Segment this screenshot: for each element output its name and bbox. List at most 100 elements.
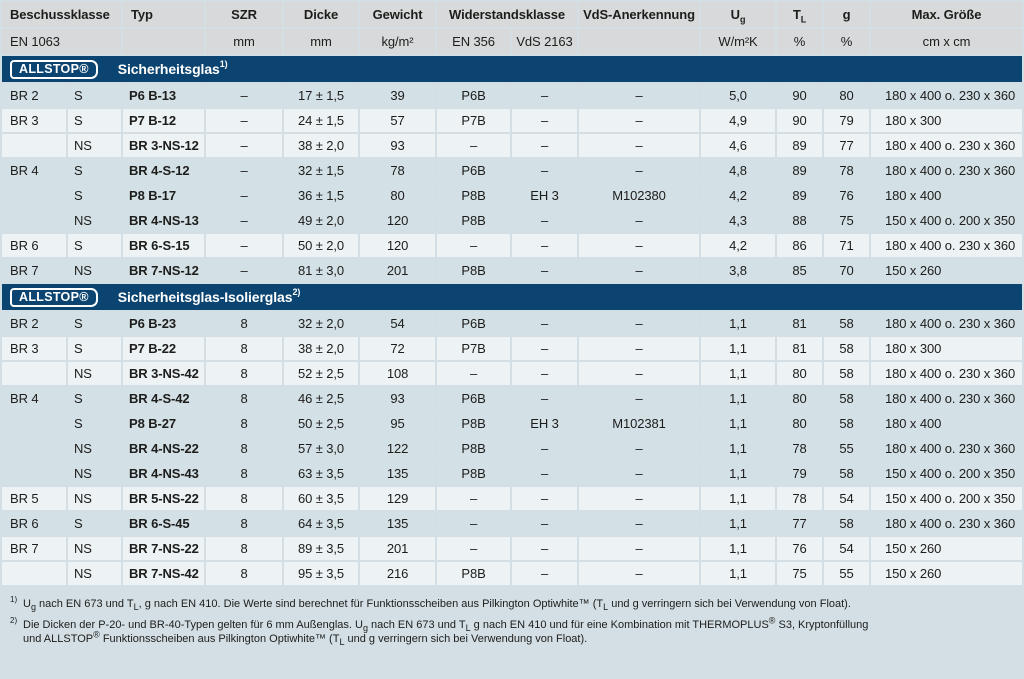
table-cell: –: [437, 362, 511, 385]
table-cell: P6B: [437, 312, 511, 335]
table-cell: –: [512, 234, 578, 257]
table-row: BR 2 S P6 B-13–17 ± 1,5 39 P6B – –5,0 90 80 180 x…: [2, 84, 1023, 107]
table-cell: –: [579, 512, 700, 535]
table-cell: S: [68, 512, 122, 535]
unit-gewicht: kg/m²: [360, 29, 436, 54]
table-cell: –: [579, 134, 700, 157]
table-row: BR 6 S BR 6-S-45 8 64 ± 3,5 135– – –1,1 77 58 180 …: [2, 512, 1023, 535]
table-cell: 93: [360, 134, 436, 157]
table-cell: 77: [824, 134, 870, 157]
table-cell: 50 ± 2,0: [284, 234, 359, 257]
col-header-g: g: [824, 2, 870, 27]
allstop-logo-badge: ALLSTOP®: [10, 59, 98, 79]
table-cell: P7 B-22: [123, 337, 205, 360]
table-cell: 80: [360, 184, 436, 207]
table-cell: –: [512, 159, 578, 182]
col-header-ug: Ug: [701, 2, 776, 27]
table-cell: 5,0: [701, 84, 776, 107]
table-cell: 78: [777, 487, 823, 510]
table-cell: P8 B-27: [123, 412, 205, 435]
table-cell: BR 4-S-42: [123, 387, 205, 410]
table-cell: 201: [360, 537, 436, 560]
table-cell: –: [512, 259, 578, 282]
table-cell: 150 x 400 o. 200 x 350: [871, 462, 1023, 485]
table-cell: S: [68, 84, 122, 107]
table-cell: –: [206, 84, 283, 107]
table-cell: 216: [360, 562, 436, 585]
ug-symbol: U: [730, 7, 740, 22]
table-cell: 180 x 400 o. 230 x 360: [871, 84, 1023, 107]
table-cell: –: [437, 512, 511, 535]
table-cell: –: [512, 537, 578, 560]
unit-szr: mm: [206, 29, 283, 54]
col-header-beschussklasse: Beschussklasse: [2, 2, 122, 27]
ug-subscript: g: [739, 14, 746, 25]
table-cell: BR 4: [2, 387, 66, 410]
table-cell: –: [512, 362, 578, 385]
table-cell: 120: [360, 209, 436, 232]
table-cell: 90: [777, 109, 823, 132]
table-cell: P8 B-17: [123, 184, 205, 207]
table-cell: 4,8: [701, 159, 776, 182]
table-cell: –: [512, 387, 578, 410]
table-cell: P8B: [437, 209, 511, 232]
footnote: 2) Die Dicken der P-20- und BR-40-Typen g…: [10, 615, 869, 648]
table-cell: BR 3-NS-12: [123, 134, 205, 157]
table-cell: 180 x 400 o. 230 x 360: [871, 512, 1023, 535]
table-cell: 52 ± 2,5: [284, 362, 359, 385]
table-cell: 8: [206, 362, 283, 385]
table-cell: 4,6: [701, 134, 776, 157]
table-cell: 4,2: [701, 184, 776, 207]
table-cell: –: [512, 109, 578, 132]
table-cell: 58: [824, 362, 870, 385]
table-cell: 75: [777, 562, 823, 585]
table-cell: S: [68, 412, 122, 435]
table-cell: 180 x 400 o. 230 x 360: [871, 234, 1023, 257]
table-cell: BR 7: [2, 259, 66, 282]
table-cell: –: [579, 259, 700, 282]
tl-subscript: L: [800, 14, 807, 25]
table-row: BR 7 NS BR 7-NS-22 8 89 ± 3,5 201– – –1,1 76 54 15…: [2, 537, 1023, 560]
table-cell: 58: [824, 412, 870, 435]
table-cell: 89: [777, 134, 823, 157]
table-cell: [2, 437, 66, 460]
table-cell: NS: [68, 462, 122, 485]
table-cell: [2, 462, 66, 485]
table-cell: P6 B-13: [123, 84, 205, 107]
table-cell: 79: [777, 462, 823, 485]
table-cell: 129: [360, 487, 436, 510]
table-cell: S: [68, 337, 122, 360]
table-cell: 80: [777, 387, 823, 410]
table-row: BR 3 S P7 B-22 8 38 ± 2,0 72 P7B – –1,1 81 58 180 x…: [2, 337, 1023, 360]
table-cell: 32 ± 2,0: [284, 312, 359, 335]
table-cell: EH 3: [512, 412, 578, 435]
table-cell: NS: [68, 562, 122, 585]
table-cell: NS: [68, 437, 122, 460]
table-cell: P7 B-12: [123, 109, 205, 132]
table-cell: 122: [360, 437, 436, 460]
table-cell: –: [512, 209, 578, 232]
table-cell: 180 x 400 o. 230 x 360: [871, 312, 1023, 335]
table-cell: 55: [824, 562, 870, 585]
table-cell: 78: [360, 159, 436, 182]
table-cell: 32 ± 1,5: [284, 159, 359, 182]
table-cell: EH 3: [512, 184, 578, 207]
table-cell: [2, 412, 66, 435]
table-row: NS BR 4-NS-43 8 63 ± 3,5 135 P8B – –1,1 79 58 150 …: [2, 462, 1023, 485]
table-cell: –: [579, 337, 700, 360]
table-cell: 180 x 400 o. 230 x 360: [871, 387, 1023, 410]
table-row: BR 2 S P6 B-23 8 32 ± 2,0 54 P6B – –1,1 81 58 180 x…: [2, 312, 1023, 335]
table-cell: BR 5-NS-22: [123, 487, 205, 510]
table-cell: 89 ± 3,5: [284, 537, 359, 560]
table-cell: 1,1: [701, 562, 776, 585]
section-bar: ALLSTOP® Sicherheitsglas-Isolierglas2): [2, 284, 1023, 310]
table-cell: BR 6: [2, 234, 66, 257]
table-cell: –: [579, 84, 700, 107]
table-cell: 8: [206, 512, 283, 535]
table-cell: 60 ± 3,5: [284, 487, 359, 510]
table-cell: 201: [360, 259, 436, 282]
table-header: Beschussklasse Typ SZR Dicke Gewicht Wid…: [2, 2, 1023, 54]
table-cell: –: [579, 387, 700, 410]
table-cell: M102381: [579, 412, 700, 435]
table-cell: 57 ± 3,0: [284, 437, 359, 460]
